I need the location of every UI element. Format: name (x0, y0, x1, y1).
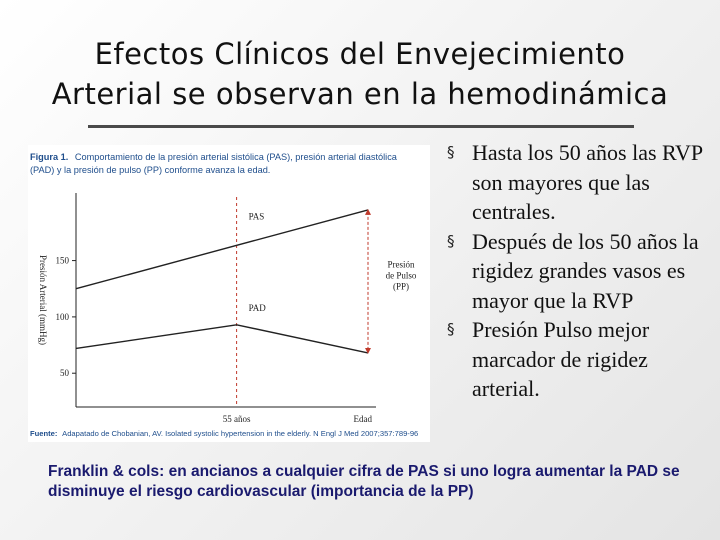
y-axis-label: Presión Arterial (mmHg) (38, 255, 48, 345)
series-line-pas (75, 209, 369, 290)
figure-caption-line-2: (PAD) y la presión de pulso (PP) conform… (30, 165, 270, 175)
figure-source-text: Adapatado de Chobanian, AV. Isolated sys… (62, 429, 418, 438)
title-divider (88, 125, 634, 128)
bullet-item-1: § Hasta los 50 años las RVP son mayores … (446, 138, 708, 227)
y-tick-label: 100 (56, 312, 70, 322)
bullet-text-1: Hasta los 50 años las RVP son mayores qu… (472, 140, 703, 224)
figure-source-label: Fuente: (30, 429, 57, 438)
figure-caption-label: Figura 1. (30, 152, 68, 162)
x-axis-label: Edad (354, 414, 373, 424)
annotation-label-line-2: de Pulso (386, 270, 417, 280)
slide-title-line-2: Arterial se observan en la hemodinámica (51, 77, 669, 111)
slide-title: Efectos Clínicos del Envejecimiento Arte… (10, 34, 710, 114)
series-label-pas: PAS (249, 211, 265, 221)
figure-source-line: Fuente: Adapatado de Chobanian, AV. Isol… (30, 429, 418, 438)
figure-panel: Figura 1. Comportamiento de la presión a… (28, 145, 430, 442)
annotation-label-line-3: (PP) (393, 281, 409, 291)
figure-caption-text-1: Comportamiento de la presión arterial si… (75, 152, 398, 162)
bullet-text-2: Después de los 50 años la rigidez grande… (472, 228, 699, 313)
footnote: Franklin & cols: en ancianos a cualquier… (48, 463, 680, 500)
figure-caption-line-1: Figura 1. Comportamiento de la presión a… (30, 152, 398, 162)
y-tick-label: 50 (60, 368, 70, 378)
bullet-text-3: Presión Pulso mejor marcador de rigidez … (472, 317, 650, 401)
chart-svg: Figura 1. Comportamiento de la presión a… (30, 152, 418, 438)
annotation-label-line-1: Presión (388, 259, 416, 269)
bullet-item-3: § Presión Pulso mejor marcador de rigide… (446, 315, 708, 404)
slide-title-line-1: Efectos Clínicos del Envejecimiento (94, 37, 626, 71)
x-marker-label: 55 años (223, 414, 251, 424)
series-line-pad (75, 324, 369, 354)
bullet-item-2: § Después de los 50 años la rigidez gran… (446, 227, 708, 316)
bullet-marker-icon: § (447, 143, 455, 161)
bullet-marker-icon: § (447, 320, 455, 338)
bullet-marker-icon: § (447, 231, 455, 250)
y-tick-label: 150 (56, 256, 70, 266)
bullet-list: § Hasta los 50 años las RVP son mayores … (446, 138, 708, 404)
series-label-pad: PAD (249, 303, 267, 313)
plot-area: 50 100 150 Presión Arterial (mmHg) Edad 55 añ… (38, 193, 417, 424)
